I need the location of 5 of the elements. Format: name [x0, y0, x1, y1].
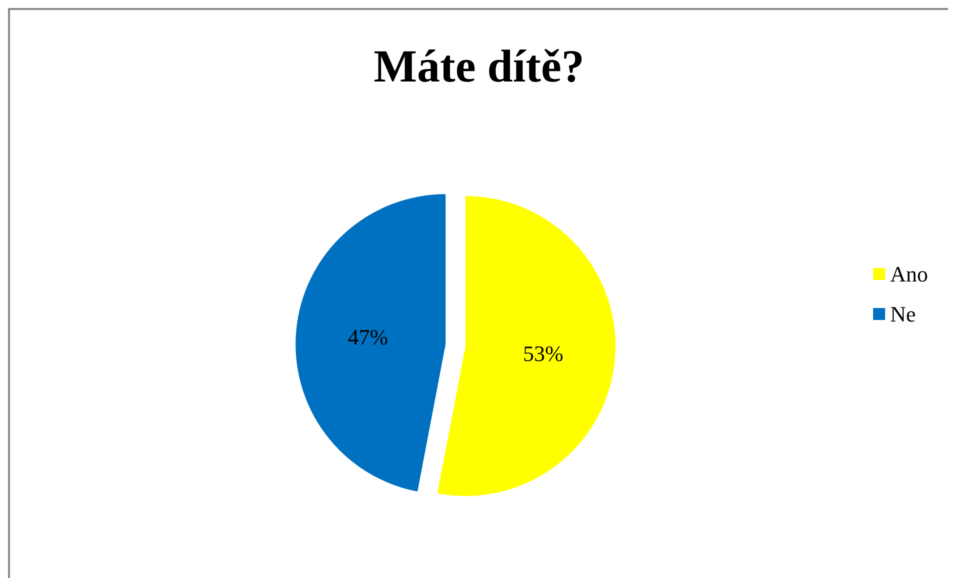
data-label: 53%	[522, 340, 564, 366]
data-label: 47%	[348, 324, 388, 350]
legend-label: Ano	[890, 262, 928, 286]
chart-title: Máte dítě?	[374, 40, 584, 92]
legend-label: Ne	[890, 302, 916, 326]
